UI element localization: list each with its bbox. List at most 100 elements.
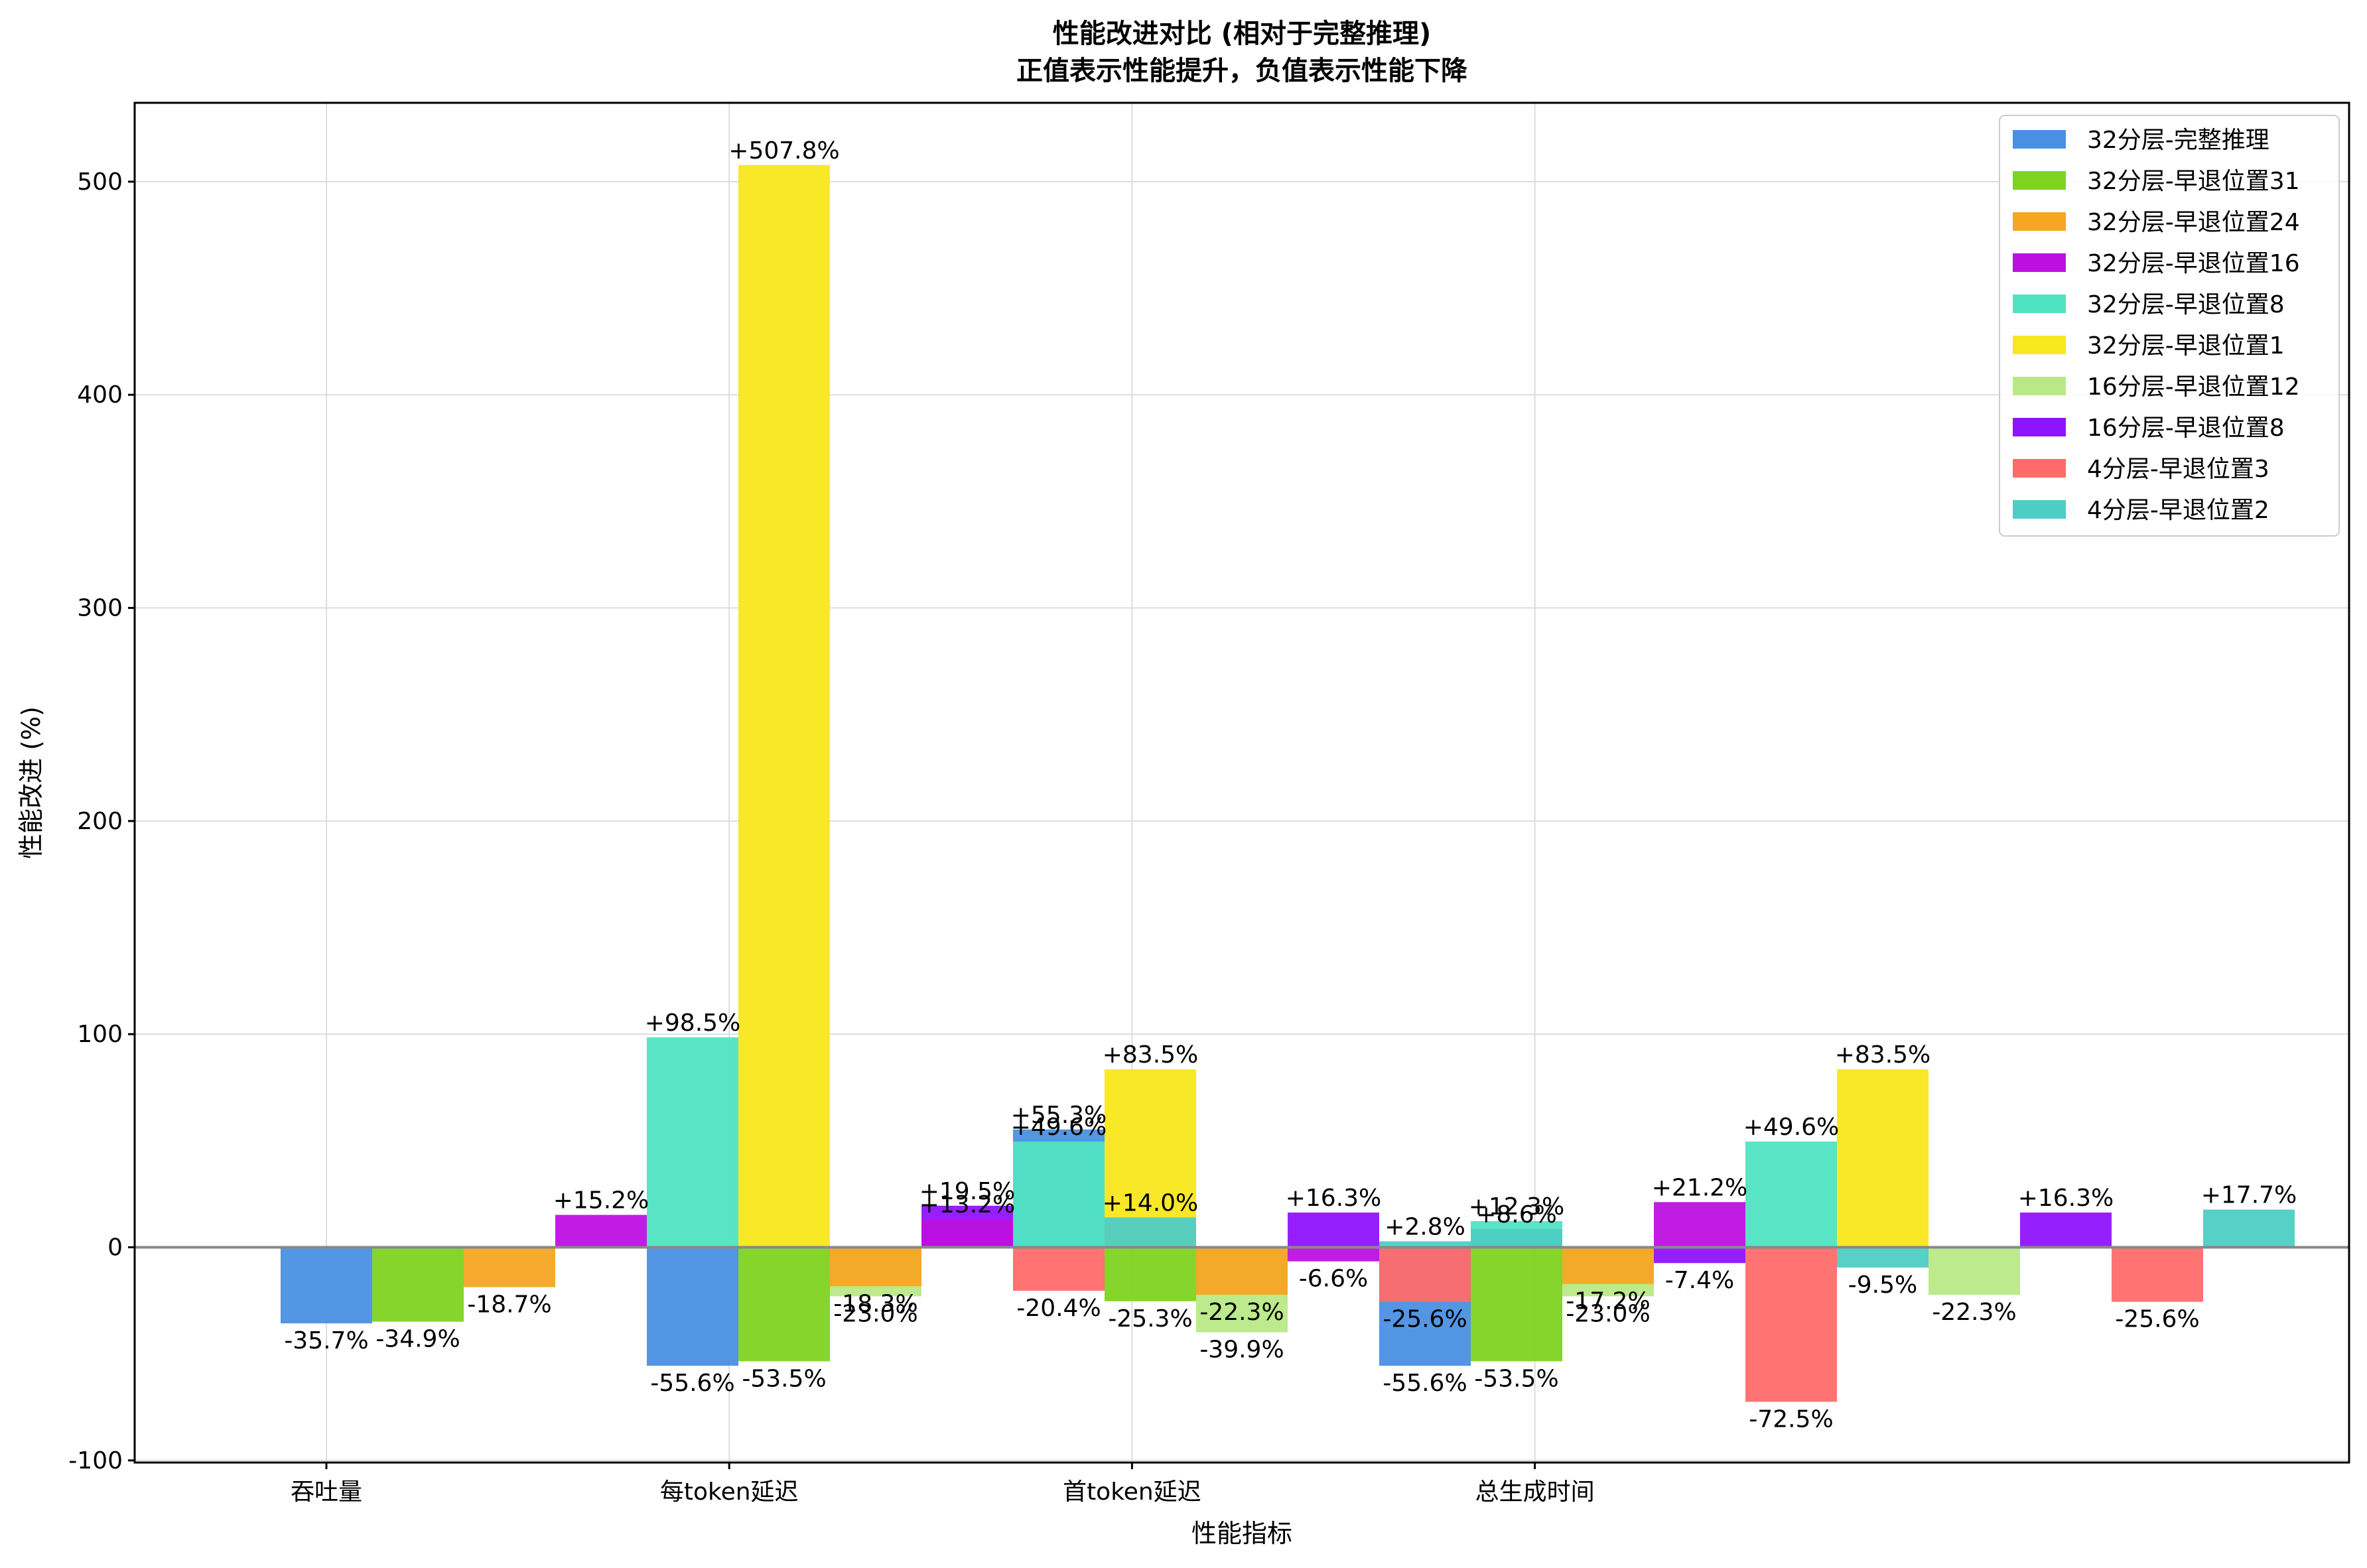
- data-label: -18.3%: [833, 1290, 917, 1317]
- data-label: -17.2%: [1566, 1288, 1650, 1315]
- data-label: +16.3%: [1286, 1185, 1382, 1212]
- data-label: -25.6%: [1383, 1306, 1467, 1333]
- bar: [1471, 1247, 1562, 1362]
- bar: [555, 1214, 647, 1248]
- chart-subtitle: 正值表示性能提升，负值表示性能下降: [1016, 56, 1467, 86]
- data-label: -25.3%: [1108, 1305, 1192, 1333]
- x-axis-label: 性能指标: [1191, 1519, 1292, 1548]
- y-axis-ticks: -100 0 100 200 300 400 500: [68, 168, 135, 1474]
- data-label: +21.2%: [1652, 1174, 1748, 1201]
- data-label: -55.6%: [1383, 1370, 1467, 1397]
- bar: [1288, 1212, 1379, 1248]
- legend-label: 32分层-早退位置16: [2087, 250, 2300, 277]
- bar: [1196, 1247, 1288, 1295]
- legend-label: 32分层-早退位置1: [2087, 332, 2285, 359]
- data-label: -72.5%: [1749, 1405, 1833, 1433]
- bar: [1654, 1202, 1745, 1248]
- legend-label: 16分层-早退位置8: [2087, 415, 2285, 442]
- data-label: +83.5%: [1835, 1041, 1931, 1069]
- y-tick-label: 400: [77, 381, 123, 409]
- x-tick-label: 吞吐量: [291, 1478, 362, 1506]
- bar: [281, 1247, 372, 1324]
- legend-swatch: [2013, 130, 2066, 149]
- bar: [1013, 1142, 1105, 1248]
- bar: [2112, 1247, 2203, 1302]
- bar: [1928, 1247, 2020, 1295]
- data-label: +49.6%: [1011, 1114, 1107, 1141]
- data-label: +55.3%: [1011, 1102, 1107, 1129]
- bar: [1105, 1247, 1196, 1301]
- chart-title: 性能改进对比 (相对于完整推理): [1053, 19, 1432, 49]
- data-label: +8.6%: [1476, 1201, 1557, 1228]
- bar: [2020, 1212, 2112, 1248]
- y-axis-label: 性能改进 (%): [17, 706, 46, 859]
- legend-label: 4分层-早退位置3: [2087, 456, 2269, 483]
- bar: [1013, 1247, 1105, 1291]
- data-label: -9.5%: [1848, 1272, 1917, 1299]
- bar: [1105, 1217, 1196, 1248]
- data-label: +19.5%: [919, 1178, 1016, 1205]
- data-label: -6.6%: [1299, 1266, 1368, 1293]
- data-label: +14.0%: [1103, 1189, 1199, 1216]
- bars: [281, 164, 2295, 1402]
- bar: [372, 1247, 464, 1322]
- data-label: -22.3%: [1199, 1299, 1284, 1326]
- bar: [738, 1247, 830, 1362]
- y-tick-label: 300: [77, 595, 123, 622]
- legend-frame: [1999, 115, 2340, 537]
- legend-swatch: [2013, 212, 2066, 231]
- data-label: -23.0%: [1566, 1300, 1650, 1327]
- data-label: +13.2%: [919, 1191, 1016, 1218]
- legend-swatch: [2013, 171, 2066, 190]
- legend-swatch: [2013, 253, 2066, 272]
- y-tick-label: 500: [77, 168, 123, 196]
- data-label: -20.4%: [1016, 1295, 1101, 1322]
- bar: [1562, 1247, 1654, 1284]
- bar: [647, 1247, 738, 1366]
- data-label: +16.3%: [2018, 1185, 2114, 1212]
- bar: [1379, 1247, 1471, 1302]
- data-label: -25.6%: [2115, 1306, 2199, 1333]
- legend-label: 4分层-早退位置2: [2087, 497, 2269, 524]
- plot-frame: [133, 101, 2350, 1464]
- legend-label: 32分层-完整推理: [2087, 127, 2269, 154]
- data-label: -22.3%: [1932, 1299, 2016, 1326]
- y-tick-label: 0: [107, 1234, 123, 1261]
- x-tick-label: 首token延迟: [1063, 1478, 1201, 1506]
- bar: [1745, 1142, 1837, 1248]
- bar: [738, 164, 830, 1248]
- data-label: +83.5%: [1103, 1041, 1199, 1069]
- bar: [1745, 1247, 1837, 1402]
- bar: [1379, 1241, 1471, 1248]
- bar: [647, 1037, 738, 1248]
- x-axis-ticks: 吞吐量 每token延迟 首token延迟 总生成时间: [291, 1463, 1595, 1506]
- y-tick-label: 100: [77, 1021, 123, 1048]
- legend-label: 16分层-早退位置12: [2087, 373, 2300, 401]
- data-labels: -35.7% -34.9% -18.7% +15.2% +98.5% -55.6% +507…: [284, 137, 2297, 1433]
- bar: [1837, 1069, 1928, 1248]
- legend-swatch: [2013, 377, 2066, 395]
- data-label: -53.5%: [1474, 1365, 1558, 1392]
- data-label: +12.3%: [1469, 1193, 1565, 1220]
- y-tick-label: 200: [77, 808, 123, 835]
- legend-label: 32分层-早退位置31: [2087, 168, 2300, 195]
- legend-label: 32分层-早退位置8: [2087, 291, 2285, 318]
- data-label: -7.4%: [1665, 1267, 1734, 1294]
- x-tick-label: 每token延迟: [660, 1478, 799, 1506]
- legend-swatch: [2013, 336, 2066, 354]
- data-label: +507.8%: [728, 137, 839, 164]
- data-label: +49.6%: [1743, 1114, 1840, 1141]
- data-label: +17.7%: [2201, 1182, 2297, 1209]
- legend-swatch: [2013, 500, 2066, 519]
- bar: [1288, 1247, 1379, 1262]
- bar: [464, 1247, 555, 1287]
- data-label: +98.5%: [645, 1010, 741, 1037]
- bar: [1837, 1247, 1928, 1268]
- legend: 32分层-完整推理 32分层-早退位置31 32分层-早退位置24 32分层-早退位置…: [1999, 115, 2340, 537]
- data-label: -53.5%: [742, 1365, 826, 1392]
- data-label: -39.9%: [1199, 1337, 1284, 1364]
- data-label: -35.7%: [284, 1327, 368, 1354]
- legend-label: 32分层-早退位置24: [2087, 209, 2300, 236]
- data-label: -34.9%: [375, 1326, 460, 1353]
